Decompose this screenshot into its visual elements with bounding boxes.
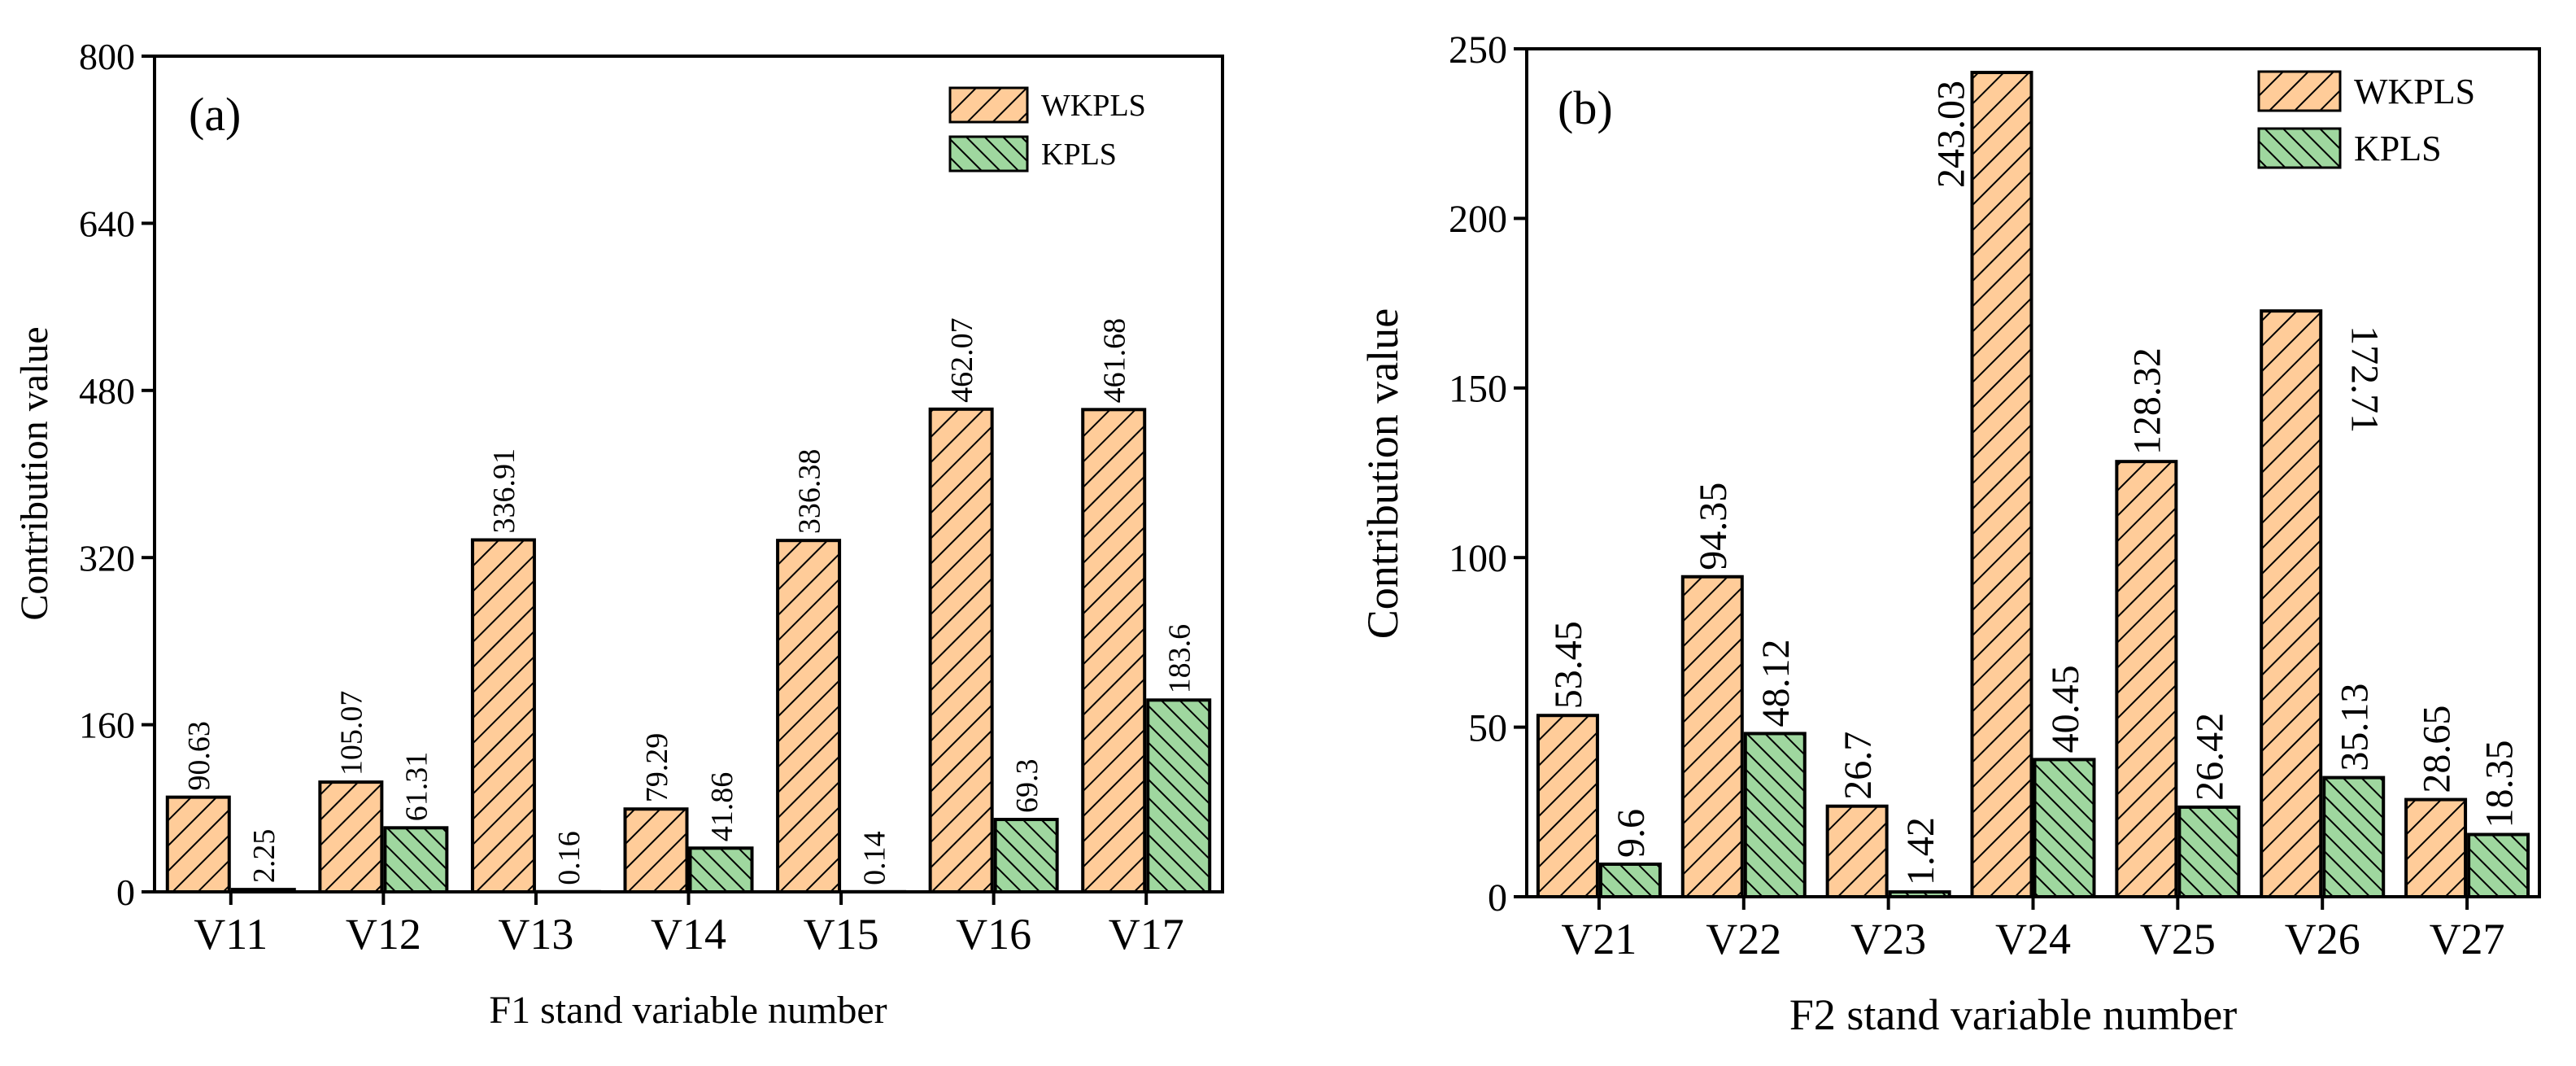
x-axis-title-b: F2 stand variable number: [1789, 990, 2237, 1039]
bar-kpls-v26: [2322, 775, 2386, 899]
y-tick-label-a: 480: [79, 370, 135, 412]
data-label-kpls-v12: 61.31: [400, 752, 434, 822]
plot-frame-a: [153, 55, 1224, 893]
x-tick-label-a: V14: [651, 910, 726, 959]
y-tick-label-a: 640: [79, 203, 135, 245]
y-tick-label-a: 0: [116, 872, 135, 913]
x-tick-label-a: V15: [804, 910, 879, 959]
bar-kpls-v14: [688, 846, 754, 893]
bar-wkpls-v26: [2260, 309, 2323, 898]
legend-a: WKPLS KPLS: [948, 86, 1146, 173]
chart-panel-a: 0 160 320 480 640 800 V11 90.63 2.25 V12 105.07 61.…: [13, 36, 1224, 1032]
data-label-kpls-v21: 9.6: [1610, 809, 1653, 858]
x-tick-label-a: V11: [194, 910, 268, 959]
x-tick-label-b: V26: [2285, 915, 2360, 963]
data-label-kpls-v14: 41.86: [705, 772, 739, 842]
data-label-wkpls-v25: 128.32: [2126, 347, 2169, 455]
x-tick-label-b: V25: [2140, 915, 2216, 963]
bar-wkpls-v15: [776, 539, 842, 893]
bar-kpls-v12: [383, 826, 449, 893]
x-tick-label-a: V17: [1109, 910, 1184, 959]
data-label-wkpls-v21: 53.45: [1547, 621, 1590, 709]
y-tick-label-b: 150: [1449, 368, 1507, 411]
data-label-kpls-v24: 40.45: [2044, 665, 2087, 753]
bar-kpls-v17: [1146, 698, 1212, 894]
legend-swatch-kpls: [2257, 127, 2342, 169]
data-label-wkpls-v26: 172.71: [2343, 325, 2386, 433]
x-tick-label-a: V13: [498, 910, 573, 959]
y-axis-title-a: Contribution value: [13, 326, 56, 620]
plot-frame-b: [1525, 47, 2541, 898]
legend-label-wkpls: WKPLS: [2354, 72, 2475, 111]
y-tick-label-b: 200: [1449, 198, 1507, 241]
data-label-wkpls-v17: 461.68: [1098, 318, 1132, 404]
data-label-kpls-v22: 48.12: [1754, 639, 1798, 727]
bar-kpls-v16: [993, 818, 1059, 894]
legend-swatch-kpls: [948, 135, 1029, 173]
data-label-wkpls-v11: 90.63: [182, 721, 216, 791]
data-label-wkpls-v24: 243.03: [1930, 81, 1973, 188]
y-tick-label-a: 800: [79, 36, 135, 77]
data-label-kpls-v11: 2.25: [247, 829, 281, 884]
data-label-kpls-v26: 35.13: [2334, 684, 2377, 771]
x-tick-label-a: V12: [346, 910, 421, 959]
bar-wkpls-v27: [2404, 797, 2468, 898]
y-axis-title-b: Contribution value: [1358, 308, 1407, 639]
data-label-wkpls-v12: 105.07: [335, 691, 369, 775]
y-tick-label-b: 250: [1449, 28, 1507, 72]
legend-b: WKPLS KPLS: [2257, 70, 2475, 169]
bar-wkpls-v14: [623, 807, 689, 894]
y-tick-label-a: 160: [79, 705, 135, 746]
data-label-kpls-v16: 69.3: [1010, 759, 1044, 814]
bar-kpls-v21: [1598, 862, 1662, 898]
bar-wkpls-v16: [928, 407, 994, 893]
bar-wkpls-v13: [470, 538, 536, 893]
data-label-wkpls-v22: 94.35: [1692, 483, 1735, 570]
legend-label-kpls: KPLS: [2354, 129, 2442, 168]
data-label-kpls-v17: 183.6: [1163, 624, 1197, 694]
data-label-kpls-v27: 18.35: [2478, 741, 2521, 828]
bar-kpls-v24: [2033, 758, 2096, 899]
x-tick-label-b: V24: [1995, 915, 2071, 963]
x-tick-label-b: V27: [2430, 915, 2505, 963]
bar-kpls-v27: [2467, 832, 2530, 899]
panel-label-a: (a): [189, 88, 241, 141]
data-label-kpls-v23: 1.42: [1899, 817, 1942, 885]
bar-wkpls-v17: [1081, 408, 1147, 893]
bar-wkpls-v23: [1825, 804, 1889, 899]
x-axis-title-a: F1 stand variable number: [489, 989, 887, 1032]
legend-swatch-wkpls: [948, 86, 1029, 124]
legend-swatch-wkpls: [2257, 70, 2342, 112]
data-label-wkpls-v27: 28.65: [2415, 706, 2458, 793]
y-tick-label-b: 0: [1488, 876, 1507, 920]
x-tick-label-b: V21: [1561, 915, 1637, 963]
legend-label-wkpls: WKPLS: [1041, 89, 1146, 123]
y-tick-label-b: 100: [1449, 537, 1507, 580]
bar-kpls-v22: [1743, 732, 1807, 899]
bar-wkpls-v22: [1680, 575, 1744, 898]
data-label-wkpls-v14: 79.29: [640, 733, 674, 803]
y-tick-label-a: 320: [79, 537, 135, 579]
bar-wkpls-v11: [165, 795, 231, 894]
chart-panel-b: 0 50 100 150 200 250 V21 53.45 9.6 V22 94.35 48.12 V…: [1358, 28, 2541, 1039]
data-label-wkpls-v13: 336.91: [487, 448, 521, 534]
bar-wkpls-v21: [1536, 714, 1599, 898]
data-label-kpls-v13: 0.16: [552, 831, 586, 885]
data-label-kpls-v25: 26.42: [2189, 713, 2232, 801]
legend-label-kpls: KPLS: [1041, 138, 1117, 172]
bar-wkpls-v25: [2115, 460, 2178, 898]
x-tick-label-b: V22: [1706, 915, 1781, 963]
panel-label-b: (b): [1558, 81, 1613, 134]
bar-wkpls-v24: [1970, 71, 2033, 898]
bar-kpls-v25: [2177, 805, 2241, 899]
y-tick-label-b: 50: [1468, 706, 1507, 749]
data-label-wkpls-v23: 26.7: [1837, 732, 1880, 800]
x-tick-label-a: V16: [956, 910, 1031, 959]
data-label-wkpls-v16: 462.07: [945, 317, 979, 403]
data-label-wkpls-v15: 336.38: [792, 449, 826, 534]
bar-wkpls-v12: [318, 780, 384, 893]
data-label-kpls-v15: 0.14: [857, 831, 891, 885]
x-tick-label-b: V23: [1850, 915, 1926, 963]
